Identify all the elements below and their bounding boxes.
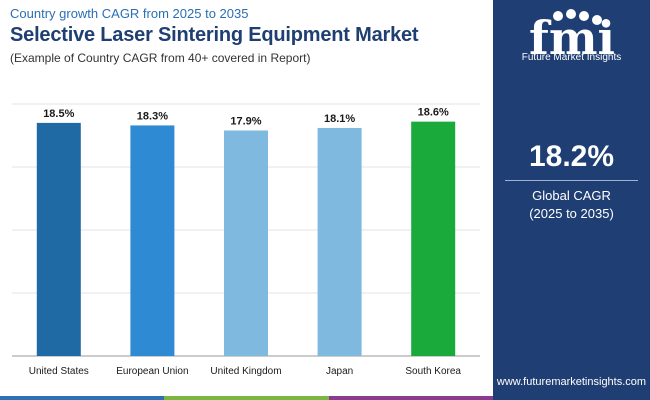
sidebar-panel: fmi Future Market Insights 18.2% Global … <box>493 0 650 400</box>
data-label: 18.3% <box>137 110 168 122</box>
bar-european-union <box>130 125 175 356</box>
data-label: 18.1% <box>324 113 355 125</box>
chart-title: Selective Laser Sintering Equipment Mark… <box>10 24 419 46</box>
data-label: 17.9% <box>230 115 261 127</box>
website-url[interactable]: www.futuremarketinsights.com <box>496 376 647 388</box>
bar-united-kingdom <box>224 130 268 356</box>
data-label: 18.5% <box>43 108 74 120</box>
bar-chart: 18.5% United States 18.3% European Union 17.… <box>12 103 480 377</box>
stripe-purple <box>328 396 493 400</box>
stripe-green <box>164 396 329 400</box>
bottom-stripe <box>0 396 493 400</box>
bar-south-korea <box>411 121 456 356</box>
category-label: South Korea <box>405 366 461 377</box>
logo-text: Future Market Insights <box>521 52 622 63</box>
divider <box>505 180 638 181</box>
category-label: Japan <box>326 366 353 377</box>
bar-japan <box>317 127 362 356</box>
global-cagr-value: 18.2% <box>528 140 615 173</box>
chart-subtitle: Country growth CAGR from 2025 to 2035 <box>10 6 249 21</box>
fmi-logo-icon: fmi <box>529 9 615 65</box>
data-label: 18.6% <box>418 107 449 119</box>
bar-united-states <box>36 122 81 357</box>
category-label: United States <box>29 366 89 377</box>
stripe-blue <box>0 396 165 400</box>
category-label: European Union <box>116 366 188 377</box>
chart-header: Country growth CAGR from 2025 to 2035 Se… <box>10 6 480 66</box>
global-cagr-label: Global CAGR <box>532 188 611 203</box>
category-label: United Kingdom <box>210 366 281 377</box>
chart-note: (Example of Country CAGR from 40+ covere… <box>10 51 311 65</box>
global-cagr-period: (2025 to 2035) <box>529 206 614 221</box>
